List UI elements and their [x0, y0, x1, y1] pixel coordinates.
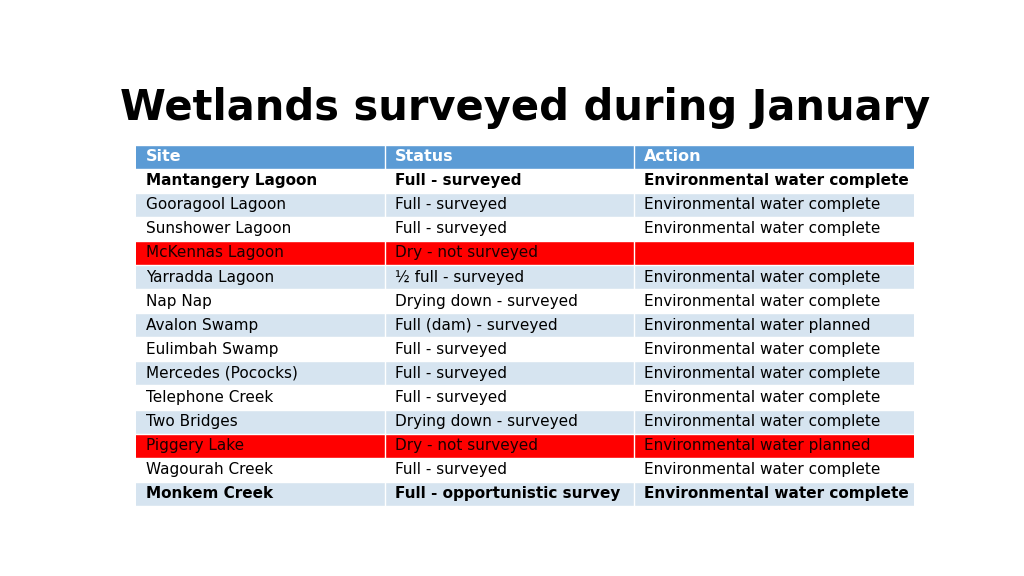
Text: Environmental water complete: Environmental water complete	[644, 463, 881, 478]
Bar	[634, 193, 913, 217]
Bar	[634, 338, 913, 361]
Bar	[136, 217, 385, 241]
Text: Wagourah Creek: Wagourah Creek	[146, 463, 273, 478]
Text: Environmental water complete: Environmental water complete	[644, 270, 881, 285]
Text: Full - opportunistic survey: Full - opportunistic survey	[395, 487, 621, 502]
Bar	[634, 410, 913, 434]
Text: Environmental water complete: Environmental water complete	[644, 197, 881, 213]
Bar	[385, 385, 634, 410]
Bar	[634, 458, 913, 482]
Bar	[385, 338, 634, 361]
Text: Mercedes (Pococks): Mercedes (Pococks)	[146, 366, 298, 381]
Bar	[136, 241, 385, 265]
Bar	[136, 338, 385, 361]
Text: Full - surveyed: Full - surveyed	[395, 463, 507, 478]
Text: Full - surveyed: Full - surveyed	[395, 366, 507, 381]
Bar	[385, 313, 634, 338]
Text: Environmental water planned: Environmental water planned	[644, 318, 870, 333]
Text: Drying down - surveyed: Drying down - surveyed	[395, 294, 578, 309]
Text: Environmental water planned: Environmental water planned	[644, 438, 870, 453]
Bar	[385, 193, 634, 217]
Bar	[136, 313, 385, 338]
Bar	[385, 265, 634, 289]
Text: Dry - not surveyed: Dry - not surveyed	[395, 245, 539, 260]
Bar	[634, 241, 913, 265]
Bar	[634, 169, 913, 193]
Text: Avalon Swamp: Avalon Swamp	[146, 318, 258, 333]
Text: Full - surveyed: Full - surveyed	[395, 197, 507, 213]
Bar	[136, 265, 385, 289]
Text: Site: Site	[146, 149, 182, 164]
Bar	[385, 410, 634, 434]
Text: Telephone Creek: Telephone Creek	[146, 390, 273, 405]
Bar	[385, 482, 634, 506]
Text: ½ full - surveyed: ½ full - surveyed	[395, 270, 524, 285]
Bar	[136, 482, 385, 506]
Text: Environmental water complete: Environmental water complete	[644, 173, 908, 188]
Text: Yarradda Lagoon: Yarradda Lagoon	[146, 270, 274, 285]
Bar	[136, 193, 385, 217]
Bar	[136, 145, 385, 169]
Text: Environmental water complete: Environmental water complete	[644, 342, 881, 357]
Bar	[385, 169, 634, 193]
Text: Environmental water complete: Environmental water complete	[644, 294, 881, 309]
Bar	[136, 361, 385, 385]
Text: Full - surveyed: Full - surveyed	[395, 221, 507, 236]
Bar	[385, 217, 634, 241]
Text: Monkem Creek: Monkem Creek	[146, 487, 273, 502]
Bar	[634, 289, 913, 313]
Text: Eulimbah Swamp: Eulimbah Swamp	[146, 342, 279, 357]
Text: Environmental water complete: Environmental water complete	[644, 414, 881, 429]
Text: Full - surveyed: Full - surveyed	[395, 390, 507, 405]
Text: Environmental water complete: Environmental water complete	[644, 390, 881, 405]
Bar	[634, 482, 913, 506]
Text: Status: Status	[395, 149, 454, 164]
Bar	[136, 385, 385, 410]
Text: Sunshower Lagoon: Sunshower Lagoon	[146, 221, 292, 236]
Bar	[634, 434, 913, 458]
Bar	[634, 217, 913, 241]
Bar	[385, 241, 634, 265]
Bar	[385, 145, 634, 169]
Bar	[385, 434, 634, 458]
Bar	[136, 458, 385, 482]
Text: Full (dam) - surveyed: Full (dam) - surveyed	[395, 318, 558, 333]
Bar	[634, 385, 913, 410]
Text: Wetlands surveyed during January: Wetlands surveyed during January	[120, 87, 930, 129]
Text: Environmental water complete: Environmental water complete	[644, 366, 881, 381]
Text: Full - surveyed: Full - surveyed	[395, 173, 521, 188]
Bar	[634, 361, 913, 385]
Bar	[136, 169, 385, 193]
Bar	[634, 313, 913, 338]
Text: Piggery Lake: Piggery Lake	[146, 438, 245, 453]
Bar	[385, 458, 634, 482]
Text: Environmental water complete: Environmental water complete	[644, 221, 881, 236]
Text: Full - surveyed: Full - surveyed	[395, 342, 507, 357]
Text: Gooragool Lagoon: Gooragool Lagoon	[146, 197, 287, 213]
Bar	[136, 410, 385, 434]
Bar	[385, 361, 634, 385]
Bar	[136, 289, 385, 313]
Bar	[634, 145, 913, 169]
Text: Environmental water complete: Environmental water complete	[644, 487, 908, 502]
Bar	[136, 434, 385, 458]
Bar	[385, 289, 634, 313]
Bar	[634, 265, 913, 289]
Text: Mantangery Lagoon: Mantangery Lagoon	[146, 173, 317, 188]
Text: Two Bridges: Two Bridges	[146, 414, 238, 429]
Text: Drying down - surveyed: Drying down - surveyed	[395, 414, 578, 429]
Text: Nap Nap: Nap Nap	[146, 294, 212, 309]
Text: Action: Action	[644, 149, 701, 164]
Text: McKennas Lagoon: McKennas Lagoon	[146, 245, 284, 260]
Text: Dry - not surveyed: Dry - not surveyed	[395, 438, 539, 453]
